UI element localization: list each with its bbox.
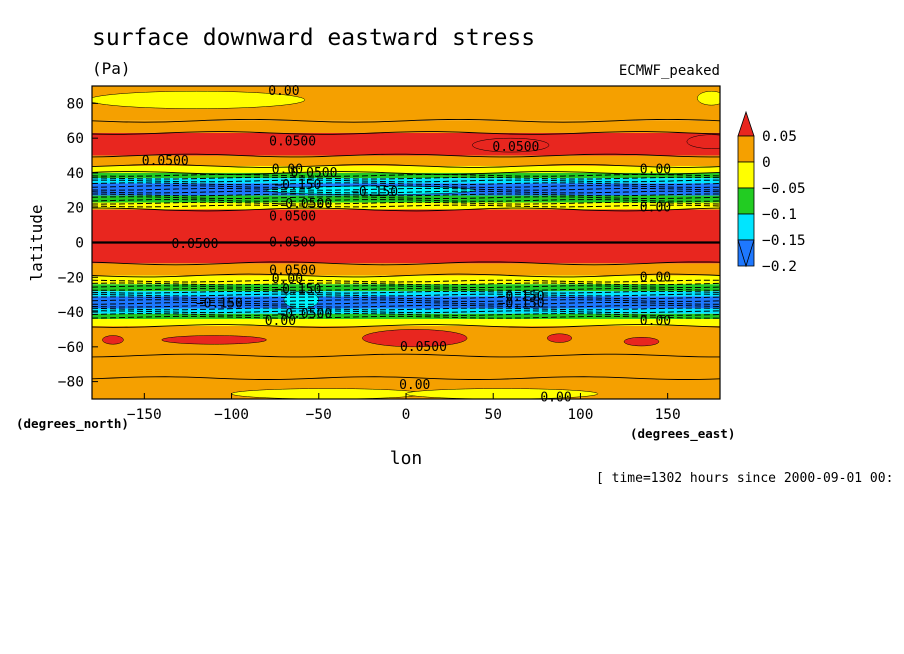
y-tick-label: 20 — [67, 201, 84, 217]
colorbar-arrow-top — [738, 112, 754, 136]
contour-label: 0.0500 — [269, 135, 316, 150]
y-tick-label: 60 — [67, 131, 84, 147]
colorbar-segment — [738, 162, 754, 188]
x-units-label: (degrees_east) — [630, 426, 735, 442]
contour-label: 0.00 — [640, 201, 671, 216]
contour-label: 0.00 — [399, 378, 430, 393]
contour-label: 0.0500 — [400, 340, 447, 355]
band-12 — [92, 276, 720, 285]
contour-label: 0.00 — [540, 390, 571, 405]
x-tick-label: −50 — [306, 407, 332, 423]
contour-label: 0.00 — [265, 314, 296, 329]
x-tick-label: 100 — [567, 407, 593, 423]
contour-label: 0.00 — [640, 270, 671, 285]
colorbar-label: 0.05 — [762, 129, 797, 145]
y-tick-label: −40 — [58, 305, 84, 321]
x-axis-label: lon — [390, 448, 423, 469]
contour-label: −0.150 — [274, 282, 321, 297]
red-region-south-1 — [102, 336, 123, 345]
colorbar-segment — [738, 214, 754, 240]
x-tick-label: −150 — [127, 407, 162, 423]
red-region-south-2 — [162, 336, 267, 345]
contour-label: 0.00 — [640, 314, 671, 329]
y-tick-label: 40 — [67, 166, 84, 182]
colorbar-label: −0.05 — [762, 181, 806, 197]
band-2 — [92, 133, 720, 156]
contour-label: −0.150 — [274, 178, 321, 193]
yellow-region-south-1 — [232, 389, 424, 399]
contour-label: 0.0500 — [142, 154, 189, 169]
colorbar-segment — [738, 136, 754, 162]
colorbar-label: −0.2 — [762, 259, 797, 275]
red-region-south-5 — [624, 337, 659, 346]
contour-label: 0.0500 — [269, 236, 316, 251]
x-tick-label: 50 — [484, 407, 501, 423]
chart: surface downward eastward stress (Pa) EC… — [0, 0, 904, 654]
y-tick-label: 0 — [75, 236, 84, 252]
dataset-label: ECMWF_peaked — [619, 63, 720, 79]
y-tick-label: 80 — [67, 96, 84, 112]
x-tick-label: 150 — [655, 407, 681, 423]
band-13 — [92, 284, 720, 291]
contour-label: 0.00 — [640, 162, 671, 177]
colorbar: 0.05 0 −0.05 −0.1 −0.15 −0.2 — [738, 112, 806, 275]
colorbar-label: −0.1 — [762, 207, 797, 223]
contour-label: −0.150 — [498, 296, 545, 311]
y-tick-label: −20 — [58, 270, 84, 286]
y-tick-label: −60 — [58, 340, 84, 356]
colorbar-label: −0.15 — [762, 233, 806, 249]
contour-label: 0.0500 — [492, 140, 539, 155]
chart-units: (Pa) — [92, 59, 131, 78]
time-note: [ time=1302 hours since 2000-09-01 00: — [596, 471, 893, 486]
y-units-label: (degrees_north) — [16, 416, 129, 432]
yellow-region-north-east — [697, 91, 725, 105]
red-region-north-east — [687, 135, 736, 149]
y-axis-label: latitude — [27, 204, 46, 281]
contour-label: 0.0500 — [269, 209, 316, 224]
y-tick-label: −80 — [58, 375, 84, 391]
band-11 — [92, 263, 720, 275]
contour-label: 0.0500 — [171, 237, 218, 252]
x-tick-label: 0 — [402, 407, 411, 423]
red-region-south-4 — [547, 334, 571, 343]
contour-label: −0.150 — [351, 185, 398, 200]
contour-label: −0.150 — [196, 296, 243, 311]
colorbar-segment — [738, 188, 754, 214]
chart-title: surface downward eastward stress — [92, 25, 535, 51]
band-1 — [92, 121, 720, 133]
x-tick-label: −100 — [214, 407, 249, 423]
band-8 — [92, 196, 720, 203]
colorbar-label: 0 — [762, 155, 771, 171]
